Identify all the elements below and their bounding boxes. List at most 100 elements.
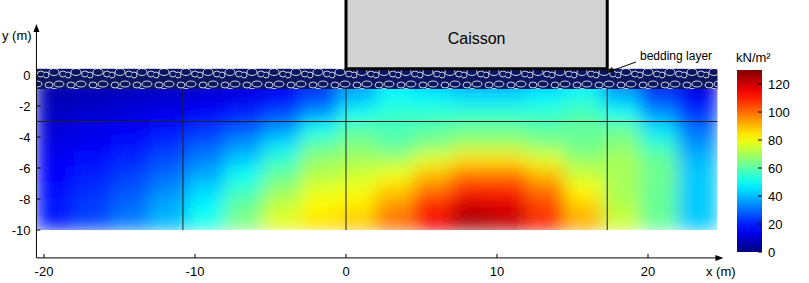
heat-cell (602, 199, 641, 216)
y-axis-label: y (m) (2, 28, 32, 43)
heat-cell (111, 137, 150, 154)
y-tick (36, 168, 40, 169)
heat-cell (300, 137, 339, 154)
heat-cell (36, 199, 74, 216)
heat-cell (338, 152, 377, 169)
heat-cell (451, 214, 490, 230)
heat-cell (640, 152, 679, 169)
y-tick (36, 199, 40, 200)
heat-cell (564, 168, 603, 185)
heat-cell (489, 106, 528, 123)
heat-cell (225, 121, 264, 138)
heat-cell (413, 121, 452, 138)
heat-cell (111, 90, 150, 107)
heat-cell (376, 183, 415, 200)
heat-cell (149, 152, 188, 169)
heat-cell (527, 183, 566, 200)
mesh-line (346, 75, 347, 230)
colorbar-tick (758, 168, 762, 169)
heat-cell (489, 214, 528, 230)
heat-cell (338, 183, 377, 200)
colorbar-label: kN/m² (736, 50, 771, 65)
colorbar-tick-label: 0 (768, 245, 775, 260)
heat-cell (527, 214, 566, 230)
heat-cell (225, 199, 264, 216)
heat-cell (602, 168, 641, 185)
heat-cell (678, 199, 718, 216)
y-tick (36, 75, 40, 76)
heat-cell (262, 90, 301, 107)
heat-cell (527, 121, 566, 138)
heat-cell (74, 168, 113, 185)
heat-cell (36, 168, 74, 185)
mesh-line (182, 75, 183, 230)
caisson-label: Caisson (448, 30, 506, 47)
heat-cell (187, 183, 226, 200)
heat-cell (74, 183, 113, 200)
heat-cell (413, 199, 452, 216)
x-tick (497, 254, 498, 258)
colorbar-tick (758, 224, 762, 225)
heat-cell (187, 90, 226, 107)
heat-cell (149, 183, 188, 200)
heat-cell (149, 90, 188, 107)
y-tick-label: -10 (12, 223, 31, 238)
heat-cell (451, 199, 490, 216)
heat-cell (527, 90, 566, 107)
y-tick-label: 0 (23, 68, 30, 83)
heat-cell (451, 168, 490, 185)
x-axis (36, 257, 717, 258)
heat-cell (602, 106, 641, 123)
colorbar-tick-label: 60 (768, 161, 782, 176)
x-tick-label: 10 (490, 264, 504, 279)
heat-cell (640, 214, 679, 230)
chart: Caissonbedding layer-20-10010200-2-4-6-8… (0, 0, 809, 283)
y-tick (36, 137, 40, 138)
x-axis-label: x (m) (706, 264, 736, 279)
heat-cell (262, 121, 301, 138)
y-tick-label: -8 (19, 192, 31, 207)
heat-cell (36, 121, 74, 138)
heat-cell (74, 121, 113, 138)
heat-cell (640, 106, 679, 123)
x-tick (44, 254, 45, 258)
heat-cell (36, 152, 74, 169)
heat-cell (36, 137, 74, 154)
heat-cell (640, 137, 679, 154)
heat-cell (678, 168, 718, 185)
colorbar-tick-label: 120 (768, 77, 790, 92)
heat-cell (111, 121, 150, 138)
x-tick-label: 0 (342, 264, 349, 279)
heat-cell (300, 152, 339, 169)
heat-cell (111, 214, 150, 230)
heat-cell (74, 90, 113, 107)
heat-cell (149, 199, 188, 216)
heat-cell (602, 121, 641, 138)
caisson (346, 0, 607, 69)
heat-cell (74, 152, 113, 169)
heat-cell (413, 152, 452, 169)
annotation-arrowhead (606, 67, 614, 73)
heat-cell (74, 214, 113, 230)
heat-cell (413, 137, 452, 154)
heat-cell (187, 152, 226, 169)
heat-cell (225, 152, 264, 169)
heat-cell (376, 121, 415, 138)
colorbar-tick (758, 84, 762, 85)
colorbar-tick-label: 20 (768, 217, 782, 232)
heat-cell (678, 121, 718, 138)
heat-cell (74, 106, 113, 123)
heat-cell (376, 214, 415, 230)
heat-cell (413, 90, 452, 107)
colorbar-tick (758, 112, 762, 113)
heat-cell (678, 137, 718, 154)
colorbar-tick (758, 196, 762, 197)
heat-cell (376, 90, 415, 107)
heat-cell (74, 199, 113, 216)
heat-cell (187, 199, 226, 216)
heat-cell (111, 152, 150, 169)
heat-cell (149, 168, 188, 185)
cells (36, 75, 717, 230)
x-tick (346, 254, 347, 258)
colorbar-tick-label: 100 (768, 105, 790, 120)
